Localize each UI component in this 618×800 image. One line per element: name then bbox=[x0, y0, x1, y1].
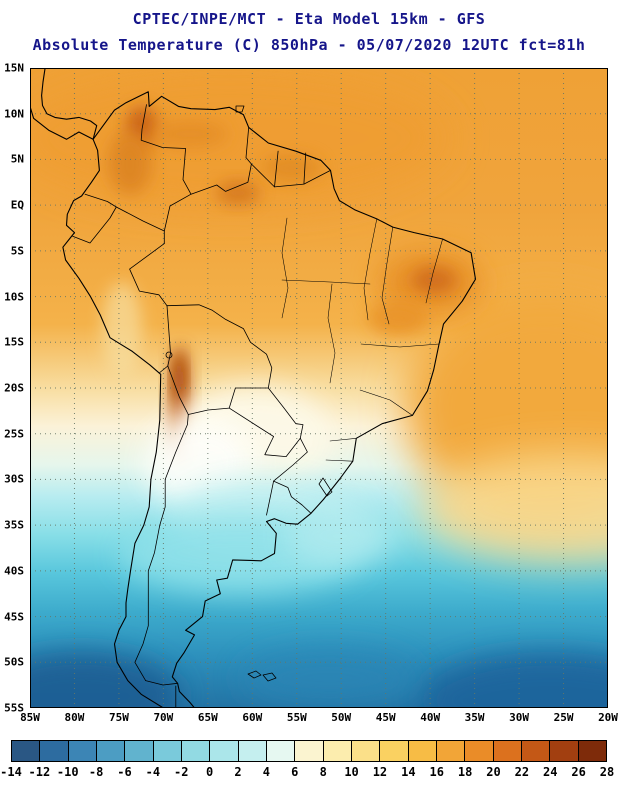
colorbar-cell bbox=[322, 740, 352, 762]
lat-label: 40S bbox=[4, 564, 24, 578]
falkland-islands bbox=[247, 670, 277, 682]
lat-label: 5S bbox=[10, 244, 24, 258]
colorbar-tick-label: -4 bbox=[145, 765, 161, 779]
colorbar-cell bbox=[237, 740, 267, 762]
lon-label: 80W bbox=[64, 711, 85, 724]
lon-label: 55W bbox=[286, 711, 307, 724]
lat-label: 20S bbox=[4, 381, 24, 395]
lon-label: 45W bbox=[375, 711, 396, 724]
colorbar-tick-label: 28 bbox=[599, 765, 615, 779]
colorbar-cell bbox=[209, 740, 239, 762]
colorbar-tick-label: 10 bbox=[344, 765, 359, 779]
lon-label: 40W bbox=[420, 711, 441, 724]
map-borders bbox=[30, 68, 477, 708]
lat-label: 10N bbox=[4, 107, 24, 121]
lat-label: 30S bbox=[4, 472, 24, 486]
state-borders bbox=[281, 217, 443, 462]
colorbar-cell bbox=[407, 740, 437, 762]
title-line-1: CPTEC/INPE/MCT - Eta Model 15km - GFS bbox=[132, 10, 486, 28]
colorbar-cell bbox=[577, 740, 607, 762]
colorbar-cell bbox=[549, 740, 579, 762]
lagoa-dos-patos bbox=[318, 477, 333, 497]
colorbar-cell bbox=[152, 740, 182, 762]
colorbar-cell bbox=[124, 740, 154, 762]
colorbar-tick-label: -12 bbox=[28, 765, 51, 779]
lon-label: 20W bbox=[598, 711, 618, 724]
lat-label: 5N bbox=[10, 152, 24, 166]
colorbar-tick-label: -14 bbox=[0, 765, 22, 779]
lat-label: 55S bbox=[4, 701, 24, 715]
lon-axis: 85W 80W 75W 70W 65W 60W 55W 50W 45W 40W 35W 30W 25W 2… bbox=[20, 711, 618, 725]
map-frame-border bbox=[30, 68, 608, 708]
map-svg bbox=[30, 68, 608, 708]
colorbar-tick-label: 4 bbox=[262, 765, 271, 779]
colorbar-tick-label: -2 bbox=[174, 765, 189, 779]
colorbar-cell bbox=[379, 740, 409, 762]
colorbar-cell bbox=[180, 740, 211, 762]
colorbar-tick-label: -10 bbox=[56, 765, 79, 779]
header: CPTEC/INPE/MCT - Eta Model 15km - GFS Ab… bbox=[0, 6, 618, 58]
lon-label: 65W bbox=[197, 711, 218, 724]
colorbar-labels: -14 -12 -10 -8 -6 -4 -2 0 2 4 6 8 10 12 14 16 18 20 22 24 26… bbox=[0, 765, 614, 781]
colorbar-cell bbox=[265, 740, 296, 762]
colorbar-cell bbox=[39, 740, 69, 762]
colorbar-tick-label: 14 bbox=[401, 765, 416, 779]
lon-label: 85W bbox=[20, 711, 40, 724]
colorbar-tick-label: 22 bbox=[514, 765, 530, 779]
lat-label: 15N bbox=[4, 61, 24, 75]
colorbar-tick-label: 8 bbox=[319, 765, 327, 779]
lat-label: 10S bbox=[4, 290, 24, 304]
colorbar-tick-label: 2 bbox=[234, 765, 242, 779]
lon-label: 50W bbox=[331, 711, 352, 724]
colorbar-tick-label: 26 bbox=[571, 765, 586, 779]
colorbar-tick-label: 24 bbox=[543, 765, 558, 779]
colorbar-cell bbox=[520, 740, 551, 762]
lon-label: 75W bbox=[108, 711, 129, 724]
colorbar-cell bbox=[464, 740, 494, 762]
lon-label: 60W bbox=[242, 711, 263, 724]
lon-label: 30W bbox=[509, 711, 529, 724]
lat-label: 15S bbox=[4, 335, 24, 349]
central-america-coastline bbox=[30, 68, 98, 140]
colorbar-cell bbox=[435, 740, 466, 762]
south-america-coastline bbox=[62, 91, 477, 708]
lat-label: 35S bbox=[4, 518, 24, 532]
lake-titicaca bbox=[165, 351, 173, 359]
lat-label: 50S bbox=[4, 655, 24, 669]
lon-label: 25W bbox=[553, 711, 574, 724]
colorbar-tick-label: 0 bbox=[206, 765, 214, 779]
colorbar-cell bbox=[294, 740, 324, 762]
lat-label: 45S bbox=[4, 610, 24, 624]
colorbar-cell bbox=[67, 740, 97, 762]
colorbar-cell bbox=[95, 740, 126, 762]
colorbar-cell bbox=[492, 740, 522, 762]
colorbar-tick-label: -8 bbox=[88, 765, 104, 779]
lat-axis: 15N 10N 5N EQ 5S 10S 15S 20S 25S 30S 35S 40S 45S 50S 5… bbox=[0, 62, 27, 715]
colorbar-tick-label: 6 bbox=[291, 765, 299, 779]
colorbar-tick-label: -6 bbox=[117, 765, 132, 779]
country-borders bbox=[72, 104, 331, 708]
title-line-2: Absolute Temperature (C) 850hPa - 05/07/… bbox=[32, 36, 586, 54]
colorbar-tick-label: 12 bbox=[372, 765, 388, 779]
lon-label: 35W bbox=[464, 711, 485, 724]
colorbar-tick-label: 20 bbox=[486, 765, 501, 779]
colorbar bbox=[11, 740, 607, 762]
weather-map bbox=[30, 68, 608, 708]
colorbar-cell bbox=[350, 740, 381, 762]
colorbar-tick-label: 18 bbox=[457, 765, 473, 779]
trinidad-island bbox=[235, 105, 245, 113]
colorbar-cell bbox=[11, 740, 41, 762]
lat-label: EQ bbox=[10, 198, 24, 212]
colorbar-tick-label: 16 bbox=[429, 765, 444, 779]
lat-label: 25S bbox=[4, 427, 24, 441]
lon-label: 70W bbox=[153, 711, 174, 724]
